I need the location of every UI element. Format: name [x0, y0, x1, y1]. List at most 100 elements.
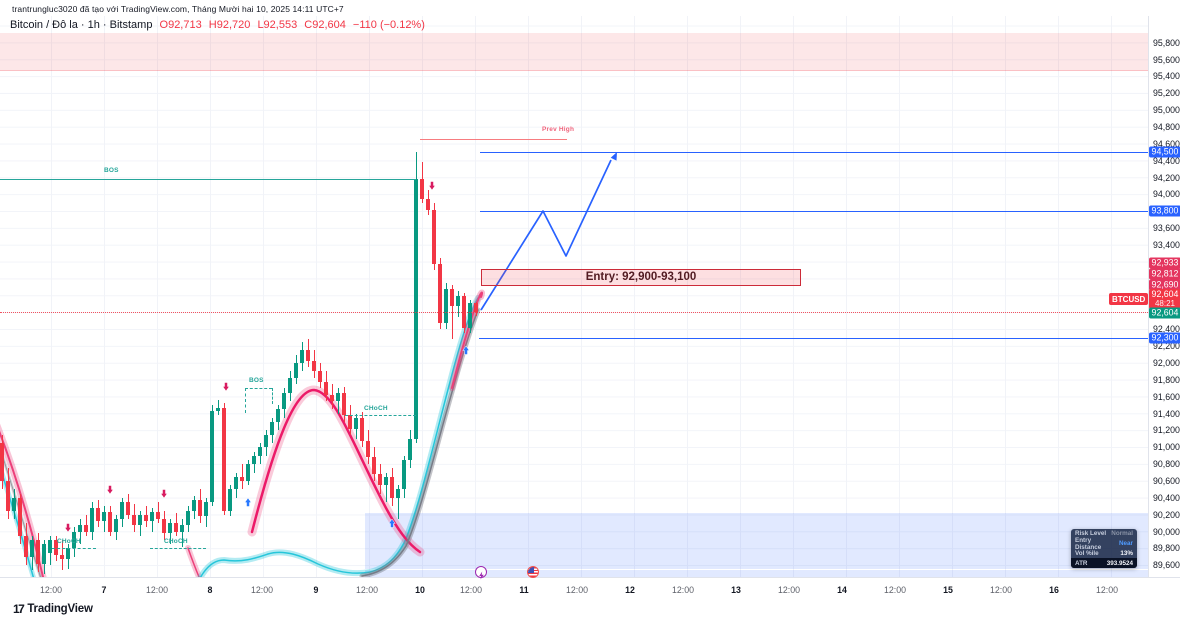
candle-body: [258, 447, 262, 456]
time-axis-day-label: 8: [207, 585, 213, 595]
target-level-line[interactable]: [480, 152, 1148, 153]
candle-body: [120, 502, 124, 519]
price-axis-label: 94,600: [1153, 138, 1180, 149]
tradingview-logo[interactable]: 17 TradingView: [13, 602, 93, 616]
price-axis-label: 94,400: [1153, 155, 1180, 166]
time-axis[interactable]: 12:00 7 12:00 8 12:00 9 12:00 10 12:00 11 12:00 12 1…: [0, 577, 1180, 600]
candle-body: [276, 409, 280, 422]
structure-label: Prev High: [542, 126, 575, 133]
candle-body: [462, 295, 466, 328]
demand-zone[interactable]: [365, 513, 1148, 569]
symbol-badge: BTCUSD: [1109, 293, 1148, 305]
chart-plot-area[interactable]: Bitcoin / Đô la · 1h · Bitstamp O92,713 …: [0, 16, 1148, 577]
price-axis[interactable]: 95,800 95,600 95,400 95,200 95,000 94,800 94,6…: [1148, 16, 1180, 577]
supply-zone[interactable]: [0, 33, 1148, 71]
time-axis-day-label: 15: [943, 585, 953, 595]
candle-body: [420, 179, 424, 199]
candle-body: [438, 263, 442, 323]
price-axis-label: 91,400: [1153, 408, 1180, 419]
info-key: Vol %ile: [1075, 549, 1099, 557]
time-axis-day-label: 9: [313, 585, 319, 595]
price-axis-label: 91,200: [1153, 425, 1180, 435]
candle-body: [150, 512, 154, 521]
candle-body: [432, 209, 436, 264]
candle-body: [228, 489, 232, 511]
ohlc-change: −110 (−0.12%): [352, 19, 425, 31]
mid-level-line[interactable]: [480, 211, 1148, 212]
price-axis-label: 95,000: [1153, 105, 1180, 115]
candle-body: [138, 514, 142, 525]
time-axis-day-label: 10: [415, 585, 425, 595]
indicator-info-panel: Risk Level Normal Entry Distance Near Vol %i…: [1071, 529, 1137, 569]
time-axis-label: 12:00: [989, 585, 1013, 595]
candle-body: [204, 502, 208, 516]
tradingview-logo-mark: 17: [13, 601, 25, 616]
candle-body: [372, 457, 376, 474]
price-axis-label: 91,600: [1153, 391, 1180, 402]
sell-signal-arrow: [222, 382, 230, 392]
candle-body: [468, 302, 472, 328]
candle-body: [300, 350, 304, 363]
symbol-title[interactable]: Bitcoin / Đô la · 1h · Bitstamp: [10, 19, 153, 31]
mid-level-badge: 93,800: [1149, 205, 1180, 217]
candle-body: [96, 507, 100, 521]
candle-body: [414, 179, 418, 439]
candle-body: [366, 440, 370, 457]
candle-body: [36, 540, 40, 564]
candle-body: [324, 381, 328, 395]
structure-dashed-line: [345, 415, 416, 416]
symbol-ohlc-header[interactable]: Bitcoin / Đô la · 1h · Bitstamp O92,713 …: [10, 19, 425, 31]
demand-zone-band[interactable]: [365, 570, 1148, 577]
indicator-level-badge: 92,933: [1149, 257, 1180, 269]
candle-body: [444, 288, 448, 323]
prev-high-line[interactable]: [420, 139, 567, 140]
structure-dashed-line: [245, 388, 272, 389]
price-axis-label: 90,800: [1153, 459, 1180, 469]
candle-body: [384, 476, 388, 485]
info-key: Entry Distance: [1075, 536, 1102, 551]
candle-body: [126, 502, 130, 515]
time-axis-day-label: 7: [101, 585, 107, 595]
candle-body: [234, 476, 238, 489]
candle-body: [360, 417, 364, 441]
candle-body: [42, 544, 46, 564]
price-axis-label: 91,800: [1153, 374, 1180, 385]
entry-zone-box[interactable]: Entry: 92,900-93,100: [481, 269, 801, 286]
close-price-badge: 92,604: [1149, 307, 1180, 319]
candle-body: [132, 514, 136, 525]
candle-body: [288, 378, 292, 393]
bos-level-line[interactable]: [0, 179, 416, 180]
us-economic-event-flag-icon[interactable]: [527, 566, 539, 578]
time-axis-label: 12:00: [883, 585, 907, 595]
candle-body: [6, 481, 10, 511]
price-axis-label: 90,000: [1153, 526, 1180, 537]
ohlc-open: O92,713: [159, 19, 202, 31]
candle-body: [456, 295, 460, 306]
time-axis-label: 12:00: [777, 585, 801, 595]
buy-signal-arrow: [244, 497, 252, 507]
sell-signal-arrow: [106, 485, 114, 495]
target-level-badge: 94,500: [1149, 146, 1180, 158]
candle-body: [144, 514, 148, 521]
time-axis-label: 12:00: [459, 585, 483, 595]
structure-label: CHoCH: [364, 405, 388, 412]
price-axis-label: 94,800: [1153, 121, 1180, 132]
price-axis-label: 95,200: [1153, 88, 1180, 98]
info-value: 393.9524: [1106, 559, 1133, 567]
candle-wick: [451, 285, 453, 339]
support-level-line[interactable]: [479, 337, 1148, 339]
economic-event-lightning-icon[interactable]: [475, 566, 487, 580]
candle-body: [354, 417, 358, 429]
structure-dashed-line: [272, 388, 273, 404]
candle-body: [162, 518, 166, 533]
price-axis-label: 91,000: [1153, 442, 1180, 452]
time-axis-day-label: 16: [1049, 585, 1059, 595]
candle-body: [450, 288, 454, 306]
candle-body: [72, 531, 76, 548]
candle-body: [0, 443, 4, 481]
candle-body: [222, 407, 226, 511]
time-axis-day-label: 14: [837, 585, 847, 595]
candle-wick: [397, 485, 399, 519]
ohlc-low: L92,553: [257, 19, 298, 31]
candle-body: [186, 510, 190, 525]
